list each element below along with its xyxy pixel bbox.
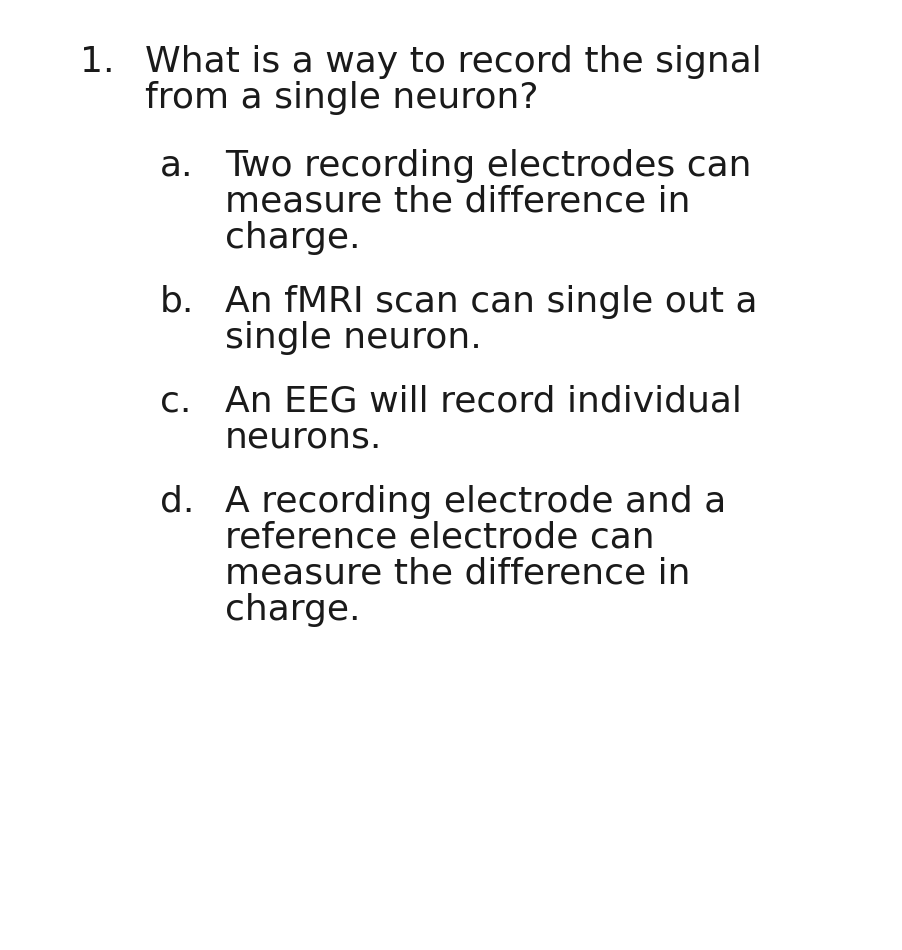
Text: measure the difference in: measure the difference in (225, 557, 691, 591)
Text: c.: c. (160, 385, 191, 419)
Text: a.: a. (160, 149, 194, 183)
Text: from a single neuron?: from a single neuron? (145, 81, 538, 115)
Text: single neuron.: single neuron. (225, 321, 482, 355)
Text: What is a way to record the signal: What is a way to record the signal (145, 45, 762, 79)
Text: Two recording electrodes can: Two recording electrodes can (225, 149, 751, 183)
Text: charge.: charge. (225, 593, 361, 627)
Text: reference electrode can: reference electrode can (225, 521, 655, 555)
Text: measure the difference in: measure the difference in (225, 185, 691, 219)
Text: neurons.: neurons. (225, 421, 382, 455)
Text: charge.: charge. (225, 221, 361, 255)
Text: An fMRI scan can single out a: An fMRI scan can single out a (225, 285, 758, 319)
Text: b.: b. (160, 285, 194, 319)
Text: d.: d. (160, 485, 194, 519)
Text: An EEG will record individual: An EEG will record individual (225, 385, 741, 419)
Text: 1.: 1. (80, 45, 115, 79)
Text: A recording electrode and a: A recording electrode and a (225, 485, 726, 519)
